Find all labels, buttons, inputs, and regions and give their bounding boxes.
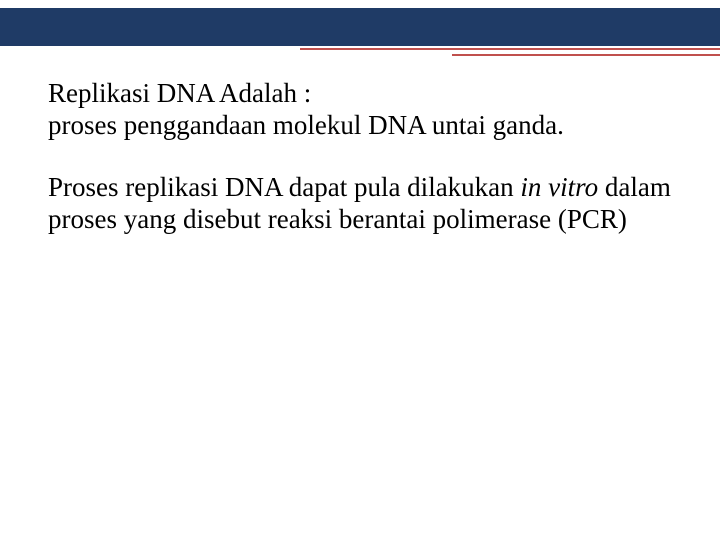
p2-italic: in vitro xyxy=(520,172,598,202)
paragraph-2: Proses replikasi DNA dapat pula dilakuka… xyxy=(48,172,672,236)
accent-line-1 xyxy=(300,48,720,50)
header-band xyxy=(0,8,720,46)
content-area: Replikasi DNA Adalah : proses penggandaa… xyxy=(48,78,672,235)
p2-prefix: Proses replikasi DNA dapat pula dilakuka… xyxy=(48,172,520,202)
paragraph-1: Replikasi DNA Adalah : proses penggandaa… xyxy=(48,78,672,142)
p1-line1: Replikasi DNA Adalah : xyxy=(48,78,311,108)
accent-line-2 xyxy=(452,54,720,56)
paragraph-gap xyxy=(48,142,672,172)
p1-line2: proses penggandaan molekul DNA untai gan… xyxy=(48,110,564,140)
slide: Replikasi DNA Adalah : proses penggandaa… xyxy=(0,0,720,540)
